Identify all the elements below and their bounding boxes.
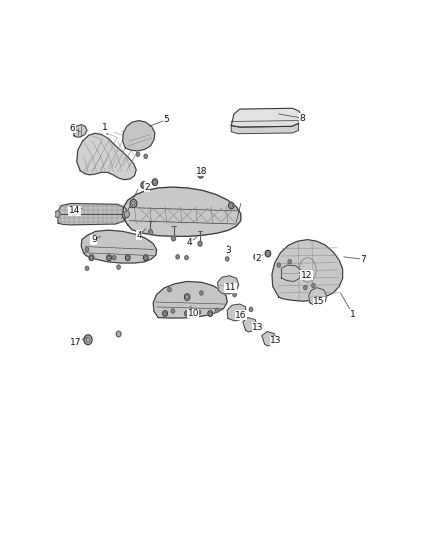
Circle shape bbox=[197, 310, 201, 314]
Text: 1: 1 bbox=[102, 123, 108, 132]
Text: 16: 16 bbox=[235, 311, 247, 320]
Circle shape bbox=[130, 199, 137, 207]
Text: 4: 4 bbox=[136, 231, 142, 240]
Circle shape bbox=[113, 256, 116, 260]
Circle shape bbox=[141, 182, 146, 188]
Polygon shape bbox=[123, 187, 241, 236]
Circle shape bbox=[125, 255, 130, 261]
Text: 10: 10 bbox=[187, 309, 199, 318]
Polygon shape bbox=[231, 124, 298, 134]
Circle shape bbox=[312, 284, 315, 288]
Circle shape bbox=[144, 154, 148, 158]
Polygon shape bbox=[153, 281, 227, 318]
Polygon shape bbox=[218, 276, 239, 294]
Circle shape bbox=[184, 294, 190, 301]
Text: 4: 4 bbox=[187, 238, 193, 247]
Polygon shape bbox=[282, 265, 301, 281]
Circle shape bbox=[162, 311, 167, 317]
Circle shape bbox=[215, 308, 219, 312]
Circle shape bbox=[254, 254, 259, 260]
Circle shape bbox=[55, 211, 60, 217]
Circle shape bbox=[200, 291, 203, 295]
Circle shape bbox=[226, 257, 229, 261]
Polygon shape bbox=[57, 204, 128, 225]
Text: 11: 11 bbox=[225, 283, 237, 292]
Circle shape bbox=[124, 211, 130, 217]
Circle shape bbox=[176, 255, 179, 259]
Polygon shape bbox=[227, 304, 247, 321]
Text: 3: 3 bbox=[226, 246, 231, 255]
Text: 13: 13 bbox=[252, 323, 264, 332]
Text: 14: 14 bbox=[69, 206, 80, 215]
Circle shape bbox=[152, 179, 158, 185]
Circle shape bbox=[254, 325, 258, 329]
Text: 12: 12 bbox=[301, 271, 312, 280]
Circle shape bbox=[273, 336, 276, 340]
Circle shape bbox=[168, 288, 171, 292]
Circle shape bbox=[288, 260, 291, 264]
Polygon shape bbox=[262, 332, 276, 346]
Text: 5: 5 bbox=[163, 115, 169, 124]
Text: 18: 18 bbox=[196, 167, 207, 176]
Circle shape bbox=[107, 255, 111, 261]
Circle shape bbox=[172, 236, 176, 241]
Text: 9: 9 bbox=[91, 235, 97, 244]
Circle shape bbox=[136, 152, 140, 156]
Polygon shape bbox=[81, 230, 156, 263]
Circle shape bbox=[198, 241, 202, 246]
Circle shape bbox=[116, 331, 121, 337]
Text: 7: 7 bbox=[360, 255, 366, 264]
Circle shape bbox=[171, 309, 175, 313]
Circle shape bbox=[148, 230, 152, 235]
Circle shape bbox=[229, 202, 234, 209]
Circle shape bbox=[249, 308, 253, 311]
Text: 2: 2 bbox=[144, 183, 150, 191]
Text: 8: 8 bbox=[300, 114, 305, 123]
Polygon shape bbox=[123, 120, 155, 151]
Circle shape bbox=[265, 251, 271, 257]
Circle shape bbox=[277, 263, 280, 267]
Polygon shape bbox=[231, 108, 302, 127]
Circle shape bbox=[185, 311, 190, 317]
Circle shape bbox=[89, 255, 94, 261]
Polygon shape bbox=[309, 288, 326, 306]
Text: 2: 2 bbox=[256, 254, 261, 263]
Circle shape bbox=[143, 255, 148, 261]
Polygon shape bbox=[243, 318, 258, 332]
Circle shape bbox=[85, 247, 88, 252]
Circle shape bbox=[304, 286, 307, 290]
Polygon shape bbox=[77, 133, 136, 180]
Circle shape bbox=[208, 311, 212, 317]
Circle shape bbox=[85, 266, 88, 270]
Circle shape bbox=[185, 256, 188, 260]
Circle shape bbox=[233, 293, 237, 297]
Text: 1: 1 bbox=[350, 310, 356, 319]
Text: 6: 6 bbox=[70, 124, 75, 133]
Text: 13: 13 bbox=[270, 336, 282, 345]
Polygon shape bbox=[272, 240, 343, 301]
Polygon shape bbox=[74, 125, 87, 137]
Circle shape bbox=[198, 172, 203, 178]
Text: 17: 17 bbox=[70, 338, 81, 347]
Text: 15: 15 bbox=[313, 297, 325, 306]
Circle shape bbox=[117, 265, 120, 269]
Circle shape bbox=[84, 335, 92, 345]
